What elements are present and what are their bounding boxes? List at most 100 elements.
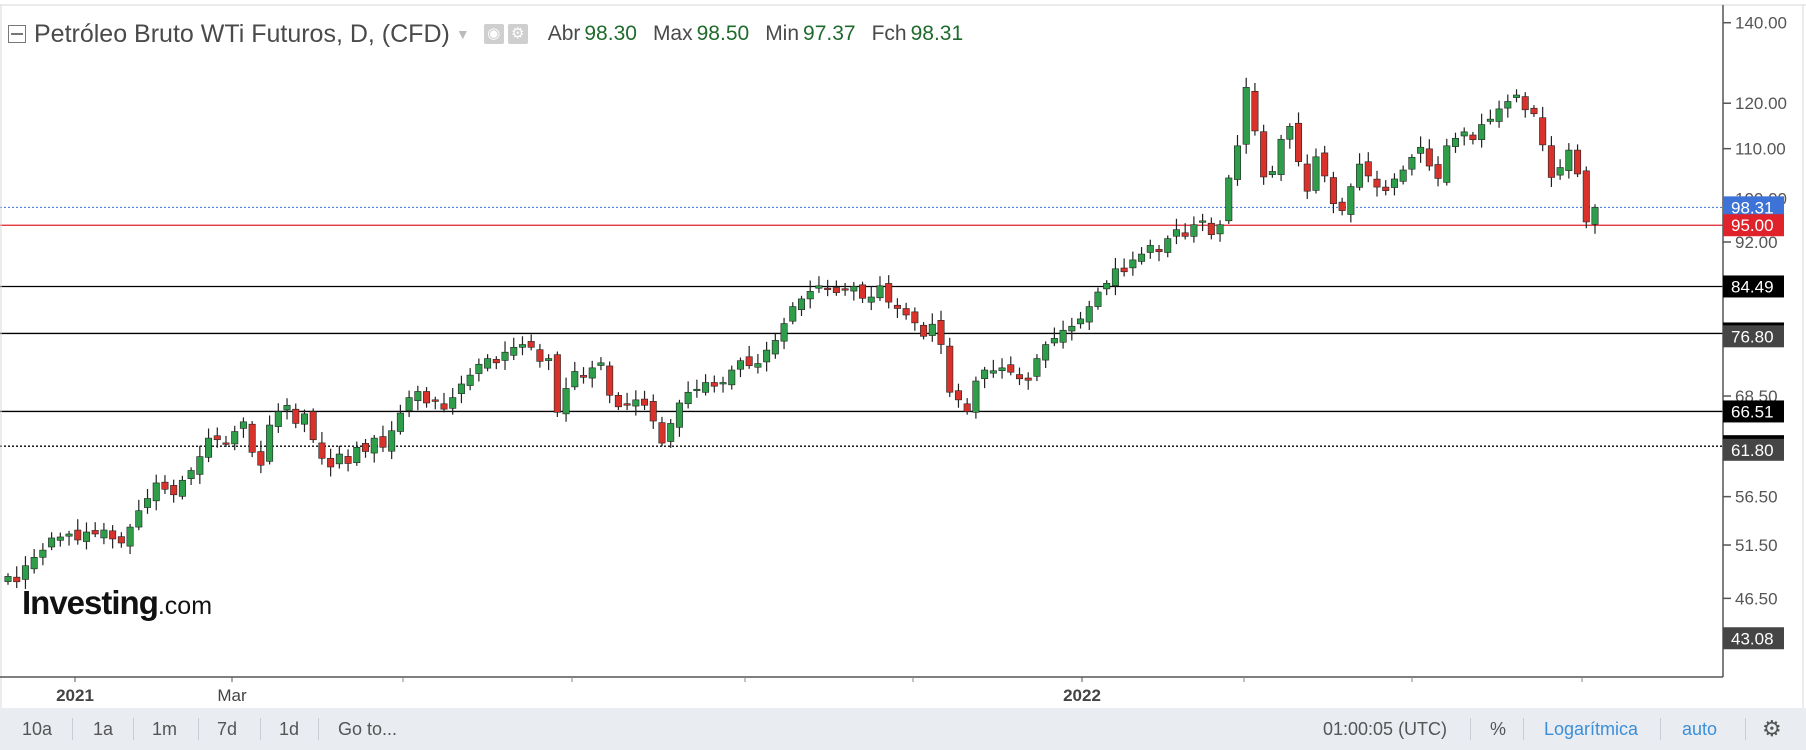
- candle-body: [815, 285, 823, 289]
- candle-body: [693, 388, 701, 392]
- price-label-box: [1723, 627, 1784, 650]
- candle-body: [335, 453, 343, 465]
- candle: [1164, 235, 1172, 258]
- y-tick-label: 51.50: [1735, 536, 1778, 555]
- range-10a-button[interactable]: 10a: [22, 719, 53, 739]
- candle-body: [1068, 325, 1076, 332]
- candle-body: [1129, 259, 1137, 269]
- candle: [1390, 173, 1398, 196]
- candle-body: [1443, 145, 1451, 183]
- settings-icon[interactable]: ⚙: [507, 24, 528, 44]
- instrument-title[interactable]: Petróleo Bruto WTi Futuros, D, (CFD): [34, 19, 450, 48]
- candle: [292, 403, 300, 429]
- candle-body: [1373, 178, 1381, 188]
- range-7d-button[interactable]: 7d: [217, 719, 238, 739]
- candle: [754, 353, 762, 374]
- candle-body: [492, 359, 500, 364]
- candle: [56, 532, 64, 547]
- candle-body: [1024, 377, 1032, 381]
- candle: [205, 428, 213, 463]
- candle: [867, 286, 875, 311]
- candle-body: [518, 344, 526, 348]
- candle: [824, 279, 832, 297]
- goto-button[interactable]: Go to...: [338, 719, 398, 739]
- auto-scale-toggle[interactable]: auto: [1682, 719, 1718, 739]
- candle: [1251, 83, 1259, 136]
- candle-body: [109, 530, 117, 540]
- candle: [257, 440, 265, 474]
- candle-body: [1155, 249, 1163, 253]
- candle: [553, 351, 561, 418]
- candle-body: [1338, 201, 1346, 211]
- candle-body: [667, 423, 675, 442]
- candle-body: [1312, 156, 1320, 191]
- candle-body: [449, 397, 457, 409]
- candle: [100, 523, 108, 545]
- candle: [684, 381, 692, 409]
- candle: [1338, 197, 1346, 216]
- candle-body: [1216, 224, 1224, 235]
- candle-body: [1460, 131, 1468, 137]
- candle-body: [1242, 87, 1250, 145]
- candle: [48, 532, 56, 551]
- candle: [248, 421, 256, 458]
- candle-body: [745, 356, 753, 366]
- candle-body: [205, 437, 213, 458]
- gear-icon[interactable]: ⚙: [1762, 716, 1782, 741]
- candle: [527, 334, 535, 351]
- candle: [152, 474, 160, 511]
- candle: [13, 566, 21, 589]
- range-1m-button[interactable]: 1m: [152, 719, 178, 739]
- candle-body: [1077, 318, 1085, 325]
- candle: [344, 449, 352, 472]
- candle-body: [1059, 329, 1067, 343]
- candle: [1216, 220, 1224, 242]
- candle-body: [1225, 177, 1233, 222]
- price-label-box: [1723, 275, 1784, 298]
- candle: [501, 341, 509, 370]
- close-label: Fch: [871, 22, 907, 45]
- chevron-down-icon[interactable]: ▼: [455, 26, 470, 42]
- candle-body: [1303, 163, 1311, 192]
- candle-body: [1146, 245, 1154, 253]
- candle-body: [658, 422, 666, 444]
- range-1d-button[interactable]: 1d: [279, 719, 300, 739]
- y-tick-label: 46.50: [1735, 589, 1778, 608]
- candle-body: [379, 436, 387, 448]
- candle: [300, 409, 308, 433]
- eye-icon[interactable]: ◉: [483, 24, 504, 44]
- candle-body: [414, 391, 422, 402]
- percent-toggle[interactable]: %: [1490, 719, 1507, 739]
- candle-body: [82, 531, 90, 542]
- candle-body: [571, 371, 579, 388]
- candle-body: [21, 565, 29, 580]
- candle-body: [257, 451, 265, 466]
- candle: [972, 376, 980, 419]
- candle: [1268, 165, 1276, 178]
- candle-body: [239, 421, 247, 429]
- range-1a-button[interactable]: 1a: [93, 719, 114, 739]
- candle-body: [4, 576, 12, 582]
- candle-body: [832, 287, 840, 293]
- candle: [1138, 247, 1146, 265]
- candle-body: [178, 479, 186, 497]
- candle-body: [893, 304, 901, 309]
- candle: [1286, 123, 1294, 149]
- price-label-text: 98.31: [1731, 198, 1774, 217]
- candle-body: [1207, 222, 1215, 235]
- candle-body: [1094, 291, 1102, 307]
- candle-body: [1469, 134, 1477, 141]
- candle-body: [1277, 138, 1285, 175]
- candle-body: [963, 403, 971, 412]
- candle-body: [806, 291, 814, 300]
- log-scale-toggle[interactable]: Logarítmica: [1544, 719, 1639, 739]
- candle-body: [1085, 306, 1093, 323]
- candle: [1574, 144, 1582, 178]
- candle: [1111, 257, 1119, 296]
- collapse-icon[interactable]: [8, 25, 26, 43]
- candle: [74, 519, 82, 545]
- candle-body: [1574, 149, 1582, 175]
- candle: [1539, 106, 1547, 152]
- candle: [1181, 223, 1189, 240]
- candle: [1085, 300, 1093, 330]
